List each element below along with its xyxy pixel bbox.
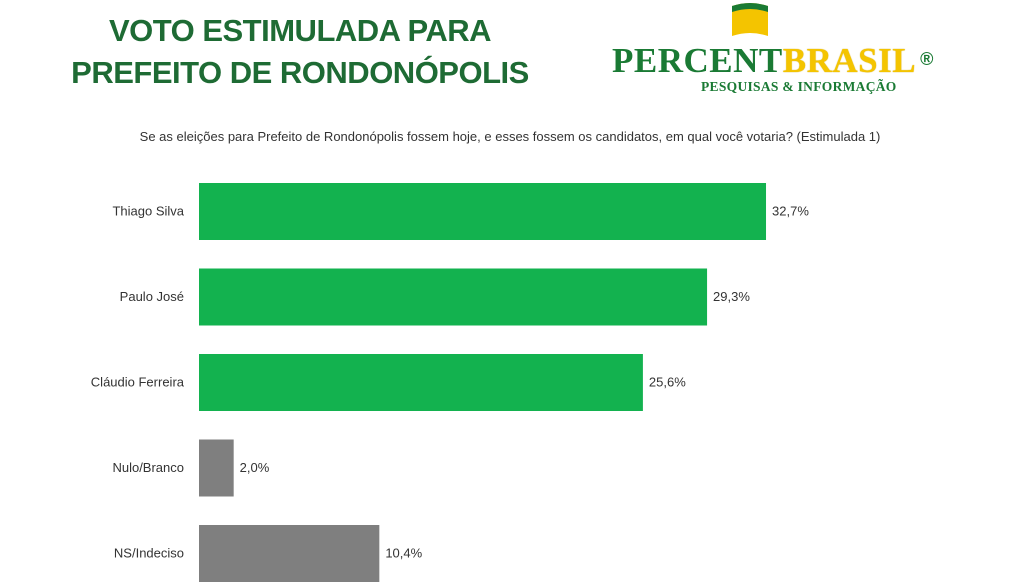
logo-name-part1: PERCENT: [612, 41, 783, 80]
registered-mark: ®: [920, 49, 934, 69]
value-label-0: 32,7%: [772, 204, 809, 219]
bar-4: [199, 525, 380, 582]
page-title: VOTO ESTIMULADA PARA PREFEITO DE RONDONÓ…: [60, 10, 540, 94]
title-line-2: PREFEITO DE RONDONÓPOLIS: [71, 55, 529, 90]
category-label-2: Cláudio Ferreira: [91, 375, 185, 390]
bar-2: [199, 354, 643, 411]
category-label-0: Thiago Silva: [112, 204, 184, 219]
bar-0: [199, 183, 767, 240]
category-label-3: Nulo/Branco: [112, 460, 184, 475]
logo-tagline: PESQUISAS & INFORMAÇÃO: [701, 79, 897, 94]
percentbrasil-logo: PERCENTBRASIL ® PESQUISAS & INFORMAÇÃO: [608, 0, 933, 100]
bar-3: [199, 439, 234, 497]
survey-question: Se as eleições para Prefeito de Rondonóp…: [139, 129, 881, 144]
category-label-1: Paulo José: [120, 289, 184, 304]
logo-name-part2: BRASIL: [782, 41, 917, 80]
title-line-1: VOTO ESTIMULADA PARA: [108, 13, 492, 48]
value-label-1: 29,3%: [713, 289, 750, 304]
category-label-4: NS/Indeciso: [114, 546, 184, 561]
value-label-4: 10,4%: [385, 546, 422, 561]
bar-1: [199, 268, 708, 326]
flag-icon: [732, 3, 768, 36]
value-label-3: 2,0%: [240, 460, 270, 475]
value-label-2: 25,6%: [649, 375, 686, 390]
logo-wordmark: PERCENTBRASIL ®: [612, 42, 934, 80]
